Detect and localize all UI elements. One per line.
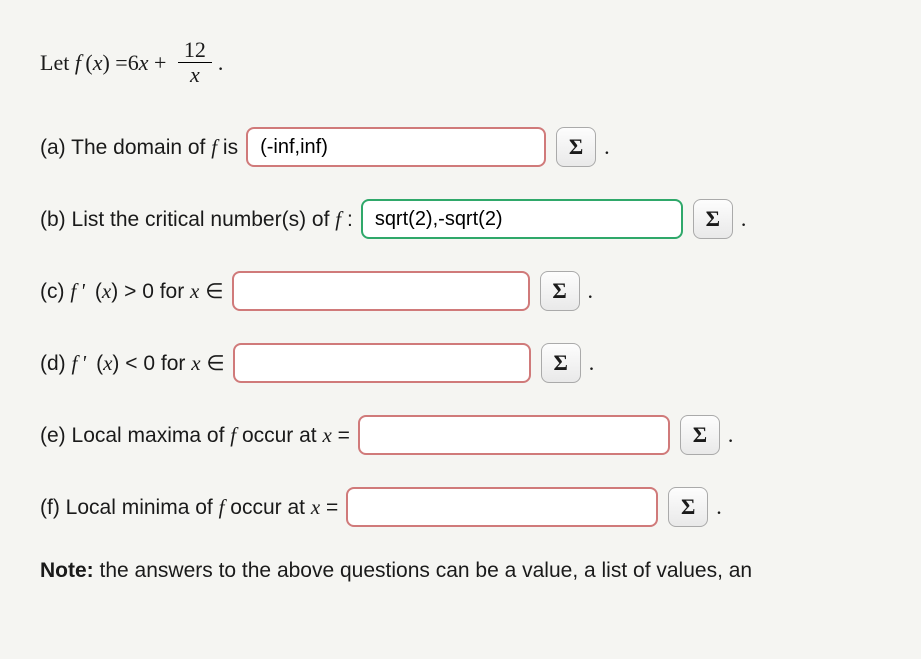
part-a-tail: is xyxy=(223,136,238,159)
part-a-text: The domain of xyxy=(71,136,211,159)
part-e-row: (e) Local maxima of f occur at x = Σ . xyxy=(40,415,921,455)
part-b-text: List the critical number(s) of xyxy=(72,208,336,231)
part-e-tail: occur at xyxy=(242,424,323,447)
sigma-button-a[interactable]: Σ xyxy=(556,127,596,167)
period-b: . xyxy=(741,206,747,232)
part-f-row: (f) Local minima of f occur at x = Σ . xyxy=(40,487,921,527)
input-a[interactable] xyxy=(246,127,546,167)
note: Note: the answers to the above questions… xyxy=(40,559,921,583)
var-x-2: x xyxy=(139,50,149,76)
part-b-tail: : xyxy=(347,208,353,231)
func-name: f xyxy=(69,50,85,76)
function-definition: Let f ( x ) = 6 x + 12 x . xyxy=(40,38,921,87)
input-b[interactable] xyxy=(361,199,683,239)
sigma-button-f[interactable]: Σ xyxy=(668,487,708,527)
part-c-paren: (x) xyxy=(95,280,118,303)
input-f[interactable] xyxy=(346,487,658,527)
part-d-fprime: f ' xyxy=(72,351,91,375)
input-d[interactable] xyxy=(233,343,531,383)
part-e-x: x xyxy=(322,423,331,447)
part-e-text: Local maxima of xyxy=(72,424,231,447)
part-d-paren: (x) xyxy=(96,352,119,375)
var-x: x xyxy=(93,50,103,76)
paren-open: ( xyxy=(85,50,92,76)
part-d-text: < 0 for xyxy=(125,352,191,375)
part-b-f: f xyxy=(335,207,341,231)
sigma-button-e[interactable]: Σ xyxy=(680,415,720,455)
part-e-eq: = xyxy=(338,424,350,447)
lead-text: Let xyxy=(40,50,69,76)
note-bold: Note: xyxy=(40,559,94,582)
period-c: . xyxy=(588,278,594,304)
part-b-letter: (b) xyxy=(40,208,66,231)
part-c-fprime: f ' xyxy=(70,279,89,303)
part-f-letter: (f) xyxy=(40,496,60,519)
part-c-text: > 0 for xyxy=(124,280,190,303)
part-a-f: f xyxy=(211,135,217,159)
part-c-row: (c) f ' (x) > 0 for x ∈ Σ . xyxy=(40,271,921,311)
part-f-x: x xyxy=(311,495,320,519)
part-c-x: x xyxy=(190,279,199,303)
frac-den: x xyxy=(184,63,206,87)
period-d: . xyxy=(589,350,595,376)
input-e[interactable] xyxy=(358,415,670,455)
part-d-row: (d) f ' (x) < 0 for x ∈ Σ . xyxy=(40,343,921,383)
part-d-letter: (d) xyxy=(40,352,66,375)
fraction: 12 x xyxy=(178,38,212,87)
part-a-row: (a) The domain of f is Σ . xyxy=(40,127,921,167)
part-b-row: (b) List the critical number(s) of f : Σ… xyxy=(40,199,921,239)
period-f: . xyxy=(716,494,722,520)
part-e-letter: (e) xyxy=(40,424,66,447)
note-text: the answers to the above questions can b… xyxy=(100,559,753,582)
part-c-in: ∈ xyxy=(205,280,223,303)
part-d-in: ∈ xyxy=(206,352,224,375)
part-e-f: f xyxy=(230,423,236,447)
plus: + xyxy=(148,50,171,76)
part-c-letter: (c) xyxy=(40,280,65,303)
period-def: . xyxy=(218,50,224,76)
part-a-letter: (a) xyxy=(40,136,66,159)
frac-num: 12 xyxy=(178,38,212,63)
part-f-eq: = xyxy=(326,496,338,519)
input-c[interactable] xyxy=(232,271,530,311)
sigma-button-d[interactable]: Σ xyxy=(541,343,581,383)
period-a: . xyxy=(604,134,610,160)
part-f-tail: occur at xyxy=(230,496,311,519)
paren-close: ) = xyxy=(102,50,127,76)
sigma-button-c[interactable]: Σ xyxy=(540,271,580,311)
part-f-f: f xyxy=(219,495,225,519)
period-e: . xyxy=(728,422,734,448)
part-f-text: Local minima of xyxy=(66,496,219,519)
part-d-x: x xyxy=(191,351,200,375)
coef: 6 xyxy=(128,50,139,76)
sigma-button-b[interactable]: Σ xyxy=(693,199,733,239)
